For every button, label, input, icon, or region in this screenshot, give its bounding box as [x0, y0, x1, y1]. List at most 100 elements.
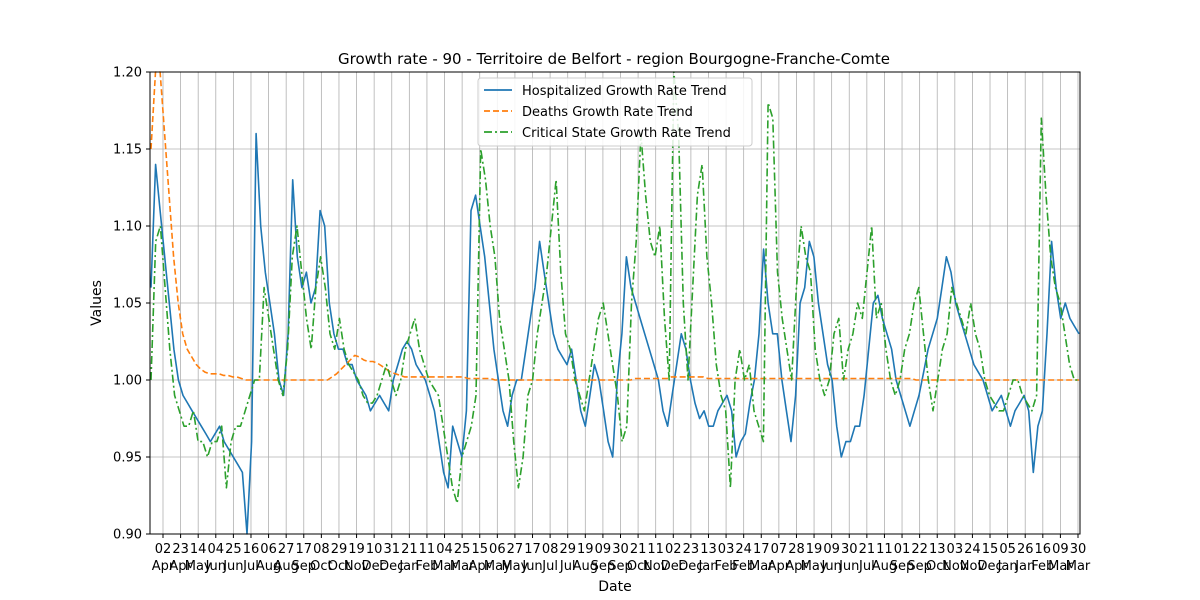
x-axis: 02Apr23Apr14May04Jun25Jun16Jul06Aug27Aug…: [152, 534, 1091, 574]
x-tick-month: Jan: [398, 559, 419, 574]
x-tick-day: 07: [771, 542, 788, 557]
x-tick-month: Jul: [541, 559, 558, 574]
x-tick-month: Mar: [1048, 559, 1073, 574]
x-tick-month: Jun: [222, 559, 243, 574]
series-line-1: [150, 132, 1080, 535]
x-tick-month: Nov: [344, 559, 370, 574]
x-tick-day: 30: [1070, 542, 1087, 557]
x-tick-month: Dec: [678, 559, 703, 574]
x-tick-month: Jan: [697, 559, 718, 574]
x-tick-day: 21: [630, 542, 647, 557]
x-tick-month: Sep: [907, 559, 932, 574]
x-tick-day: 13: [700, 542, 717, 557]
x-tick-month: Mar: [749, 559, 774, 574]
legend-box: [477, 77, 753, 147]
x-tick-day: 11: [419, 542, 436, 557]
x-tick-month: Mar: [1066, 559, 1091, 574]
x-tick-month: Feb: [715, 559, 738, 574]
x-tick-month: Apr: [152, 559, 175, 574]
x-tick-day: 29: [559, 542, 576, 557]
x-tick-day: 17: [524, 542, 541, 557]
x-tick-day: 25: [454, 542, 471, 557]
x-tick-day: 10: [366, 542, 383, 557]
x-tick-day: 19: [577, 542, 594, 557]
x-tick-day: 08: [542, 542, 559, 557]
x-tick-month: Apr: [169, 559, 192, 574]
x-tick-month: Oct: [328, 559, 350, 574]
x-tick-day: 22: [911, 542, 928, 557]
x-tick-month: Jul: [858, 559, 875, 574]
x-tick-month: Aug: [256, 559, 281, 574]
series-line-2: [150, 71, 1079, 381]
x-tick-day: 08: [313, 542, 330, 557]
x-tick-day: 28: [788, 542, 805, 557]
x-tick-day: 16: [1035, 542, 1052, 557]
x-tick-month: Mar: [432, 559, 457, 574]
x-tick-day: 31: [383, 542, 400, 557]
x-tick-month: Dec: [661, 559, 686, 574]
x-tick-month: Dec: [379, 559, 404, 574]
x-tick-day: 11: [647, 542, 664, 557]
x-tick-day: 09: [1052, 542, 1069, 557]
x-tick-month: Aug: [573, 559, 598, 574]
y-tick-label: 0.95: [113, 451, 142, 466]
x-tick-month: Nov: [643, 559, 669, 574]
x-tick-day: 17: [753, 542, 770, 557]
x-tick-day: 25: [225, 542, 242, 557]
x-tick-day: 03: [718, 542, 735, 557]
x-tick-day: 04: [436, 542, 453, 557]
y-tick-label: 1.00: [113, 374, 142, 389]
y-axis-label: Values: [89, 280, 105, 326]
x-tick-day: 03: [947, 542, 964, 557]
legend-label-3: Critical State Growth Rate Trend: [522, 126, 731, 141]
y-tick-label: 1.20: [113, 66, 142, 81]
x-tick-month: Apr: [768, 559, 791, 574]
x-tick-day: 27: [507, 542, 524, 557]
x-tick-month: Feb: [415, 559, 438, 574]
x-tick-month: Jul: [559, 559, 576, 574]
x-tick-month: Dec: [977, 559, 1002, 574]
x-tick-day: 15: [982, 542, 999, 557]
x-tick-month: Jun: [838, 559, 859, 574]
x-tick-month: Jun: [820, 559, 841, 574]
x-tick-month: May: [185, 559, 212, 574]
x-tick-day: 06: [489, 542, 506, 557]
chart-title: Growth rate - 90 - Territoire de Belfort…: [338, 50, 890, 68]
x-tick-month: Sep: [591, 559, 616, 574]
x-tick-day: 01: [894, 542, 911, 557]
x-tick-day: 23: [683, 542, 700, 557]
x-tick-day: 14: [190, 542, 207, 557]
x-tick-month: Sep: [292, 559, 317, 574]
x-tick-month: Apr: [468, 559, 491, 574]
x-tick-day: 06: [260, 542, 277, 557]
x-tick-day: 11: [876, 542, 893, 557]
x-tick-month: Apr: [785, 559, 808, 574]
x-tick-month: Jan: [997, 559, 1018, 574]
x-tick-month: Sep: [890, 559, 915, 574]
x-tick-day: 21: [859, 542, 876, 557]
x-tick-day: 19: [348, 542, 365, 557]
x-tick-month: Nov: [960, 559, 986, 574]
x-tick-month: Mar: [450, 559, 475, 574]
legend: Hospitalized Growth Rate Trend Deaths Gro…: [477, 77, 753, 147]
x-tick-month: May: [484, 559, 511, 574]
x-axis-label: Date: [598, 579, 631, 595]
series-layer: [150, 71, 1080, 535]
x-tick-day: 26: [1017, 542, 1034, 557]
grid-lines: [150, 71, 1080, 535]
x-tick-day: 30: [841, 542, 858, 557]
x-tick-day: 17: [295, 542, 312, 557]
x-tick-day: 21: [401, 542, 418, 557]
x-tick-day: 29: [331, 542, 348, 557]
x-tick-month: Aug: [872, 559, 897, 574]
x-tick-month: Dec: [362, 559, 387, 574]
x-tick-day: 27: [278, 542, 295, 557]
x-tick-month: May: [801, 559, 828, 574]
legend-label-2: Deaths Growth Rate Trend: [522, 105, 693, 120]
x-tick-month: Feb: [732, 559, 755, 574]
x-tick-month: Aug: [273, 559, 298, 574]
x-tick-day: 24: [964, 542, 981, 557]
x-tick-day: 16: [243, 542, 260, 557]
x-tick-month: Oct: [627, 559, 649, 574]
